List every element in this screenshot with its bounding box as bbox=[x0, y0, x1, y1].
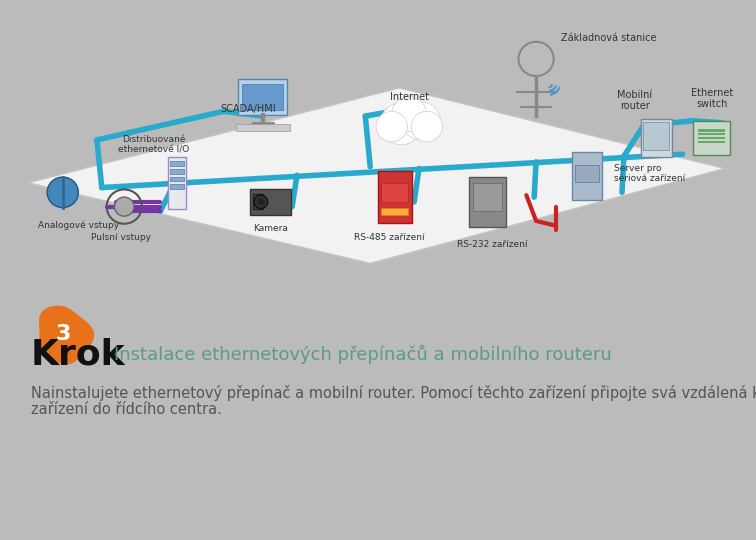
FancyBboxPatch shape bbox=[472, 183, 502, 211]
Polygon shape bbox=[26, 87, 727, 264]
FancyBboxPatch shape bbox=[381, 207, 408, 215]
Text: Distribuované
ethernetové I/O: Distribuované ethernetové I/O bbox=[118, 135, 189, 154]
Circle shape bbox=[254, 195, 268, 208]
Text: Analogové vstupy: Analogové vstupy bbox=[39, 221, 119, 231]
FancyBboxPatch shape bbox=[643, 122, 669, 151]
Text: Kamera: Kamera bbox=[253, 224, 288, 233]
FancyBboxPatch shape bbox=[469, 177, 506, 227]
Text: Mobilní
router: Mobilní router bbox=[617, 90, 652, 111]
FancyBboxPatch shape bbox=[698, 133, 726, 136]
Circle shape bbox=[401, 102, 441, 140]
Text: Základnová stanice: Základnová stanice bbox=[560, 33, 656, 43]
Circle shape bbox=[380, 103, 423, 145]
FancyBboxPatch shape bbox=[238, 79, 287, 115]
Text: 3: 3 bbox=[55, 324, 70, 344]
FancyBboxPatch shape bbox=[575, 165, 599, 182]
FancyBboxPatch shape bbox=[381, 183, 408, 202]
FancyBboxPatch shape bbox=[698, 137, 726, 139]
Circle shape bbox=[47, 177, 79, 207]
FancyBboxPatch shape bbox=[168, 157, 186, 209]
FancyBboxPatch shape bbox=[170, 184, 184, 189]
FancyBboxPatch shape bbox=[250, 188, 291, 215]
FancyBboxPatch shape bbox=[243, 84, 284, 110]
FancyBboxPatch shape bbox=[572, 152, 602, 200]
FancyBboxPatch shape bbox=[170, 177, 184, 181]
Text: RS-485 zařízení: RS-485 zařízení bbox=[355, 233, 425, 242]
Text: Internet: Internet bbox=[390, 92, 429, 102]
FancyBboxPatch shape bbox=[170, 169, 184, 174]
Text: RS-232 zařízení: RS-232 zařízení bbox=[457, 240, 528, 249]
Circle shape bbox=[411, 111, 442, 142]
Circle shape bbox=[257, 198, 265, 206]
Polygon shape bbox=[39, 306, 94, 365]
FancyBboxPatch shape bbox=[377, 171, 412, 224]
FancyBboxPatch shape bbox=[236, 124, 290, 131]
Text: SCADA/HMI: SCADA/HMI bbox=[221, 104, 277, 114]
Text: zařízení do řídcího centra.: zařízení do řídcího centra. bbox=[30, 402, 222, 417]
Text: Ethernet
switch: Ethernet switch bbox=[691, 88, 733, 110]
FancyBboxPatch shape bbox=[170, 161, 184, 166]
FancyBboxPatch shape bbox=[253, 194, 263, 210]
Circle shape bbox=[392, 97, 427, 131]
Text: Pulsní vstupy: Pulsní vstupy bbox=[91, 233, 151, 242]
FancyBboxPatch shape bbox=[640, 119, 672, 157]
Text: Krok: Krok bbox=[30, 337, 125, 371]
FancyBboxPatch shape bbox=[698, 140, 726, 143]
Circle shape bbox=[114, 197, 134, 216]
Text: Instalace ethernetových přepínačů a mobilního routeru: Instalace ethernetových přepínačů a mobi… bbox=[114, 345, 612, 363]
Text: Nainstalujete ethernetový přepínač a mobilní router. Pomocí těchto zařízení přip: Nainstalujete ethernetový přepínač a mob… bbox=[30, 385, 756, 401]
FancyBboxPatch shape bbox=[698, 129, 726, 132]
FancyBboxPatch shape bbox=[693, 122, 730, 154]
Text: Server pro
sériová zařízení: Server pro sériová zařízení bbox=[614, 164, 686, 183]
Circle shape bbox=[376, 111, 407, 142]
